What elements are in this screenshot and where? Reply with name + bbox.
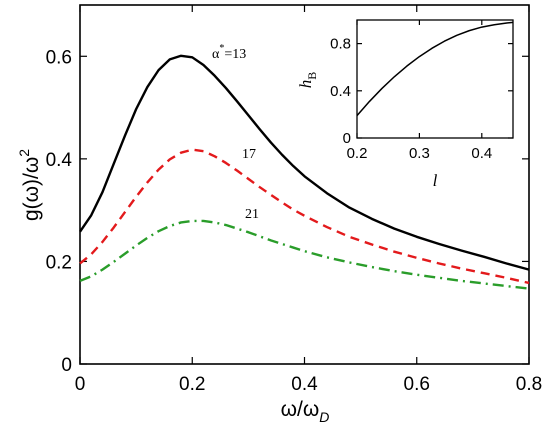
main-x-tick-label: 0 (75, 374, 86, 395)
series-label-alpha13: α*=13 (212, 43, 246, 62)
main-series-line-2 (79, 219, 530, 290)
alpha-value: =13 (224, 47, 246, 62)
main-y-tick-label: 0.6 (46, 47, 72, 68)
main-y-title-exponent: 2 (16, 149, 32, 157)
main-y-tick-label: 0 (61, 355, 72, 376)
main-y-tick-label: 0.2 (46, 252, 72, 273)
main-x-tick-label: 0.8 (516, 374, 542, 395)
inset-y-tick-label: 0 (343, 130, 351, 147)
inset-y-axis-title: hB (296, 72, 319, 89)
inset-x-tick-label: 0.4 (471, 145, 492, 162)
inset-x-tick-label: 0.3 (409, 145, 430, 162)
main-x-tick-label: 0.4 (291, 374, 318, 395)
inset-series-line-0 (356, 21, 514, 117)
main-axis-ticks: 0 0.2 0.4 0.6 0.800.20.40.6 (46, 5, 542, 395)
main-y-title-base: g(ω)/ω (20, 157, 43, 221)
inset-x-tick-label: 0.2 (347, 145, 368, 162)
main-x-title-subscript: D (319, 409, 329, 425)
main-y-axis-title: g(ω)/ω2 (16, 149, 43, 221)
main-series-line-0 (79, 54, 530, 271)
inset-series-group (356, 21, 514, 117)
alpha-symbol: α (212, 47, 220, 62)
inset-plot-frame (356, 19, 514, 139)
main-series-group (79, 54, 530, 290)
inset-y-tick-label: 0.8 (330, 36, 351, 53)
inset-axis-ticks: 0.2 0.3 0.4 0 0.4 0.8 (330, 20, 513, 162)
inset-y-title-base: h (296, 80, 315, 89)
inset-y-title-subscript: B (305, 72, 319, 80)
main-x-title-base: ω/ω (281, 398, 320, 421)
main-x-tick-label: 0.6 (404, 374, 430, 395)
main-y-tick-label: 0.4 (46, 150, 73, 171)
main-x-tick-label: 0.2 (179, 374, 205, 395)
alpha-star: * (219, 43, 224, 54)
inset-y-tick-label: 0.4 (330, 83, 351, 100)
main-x-axis-title: ω/ωD (281, 398, 330, 425)
main-series-line-1 (79, 148, 530, 285)
inset-x-axis-title: l (433, 171, 438, 190)
series-label-21: 21 (245, 207, 259, 222)
series-label-17: 17 (242, 147, 256, 162)
